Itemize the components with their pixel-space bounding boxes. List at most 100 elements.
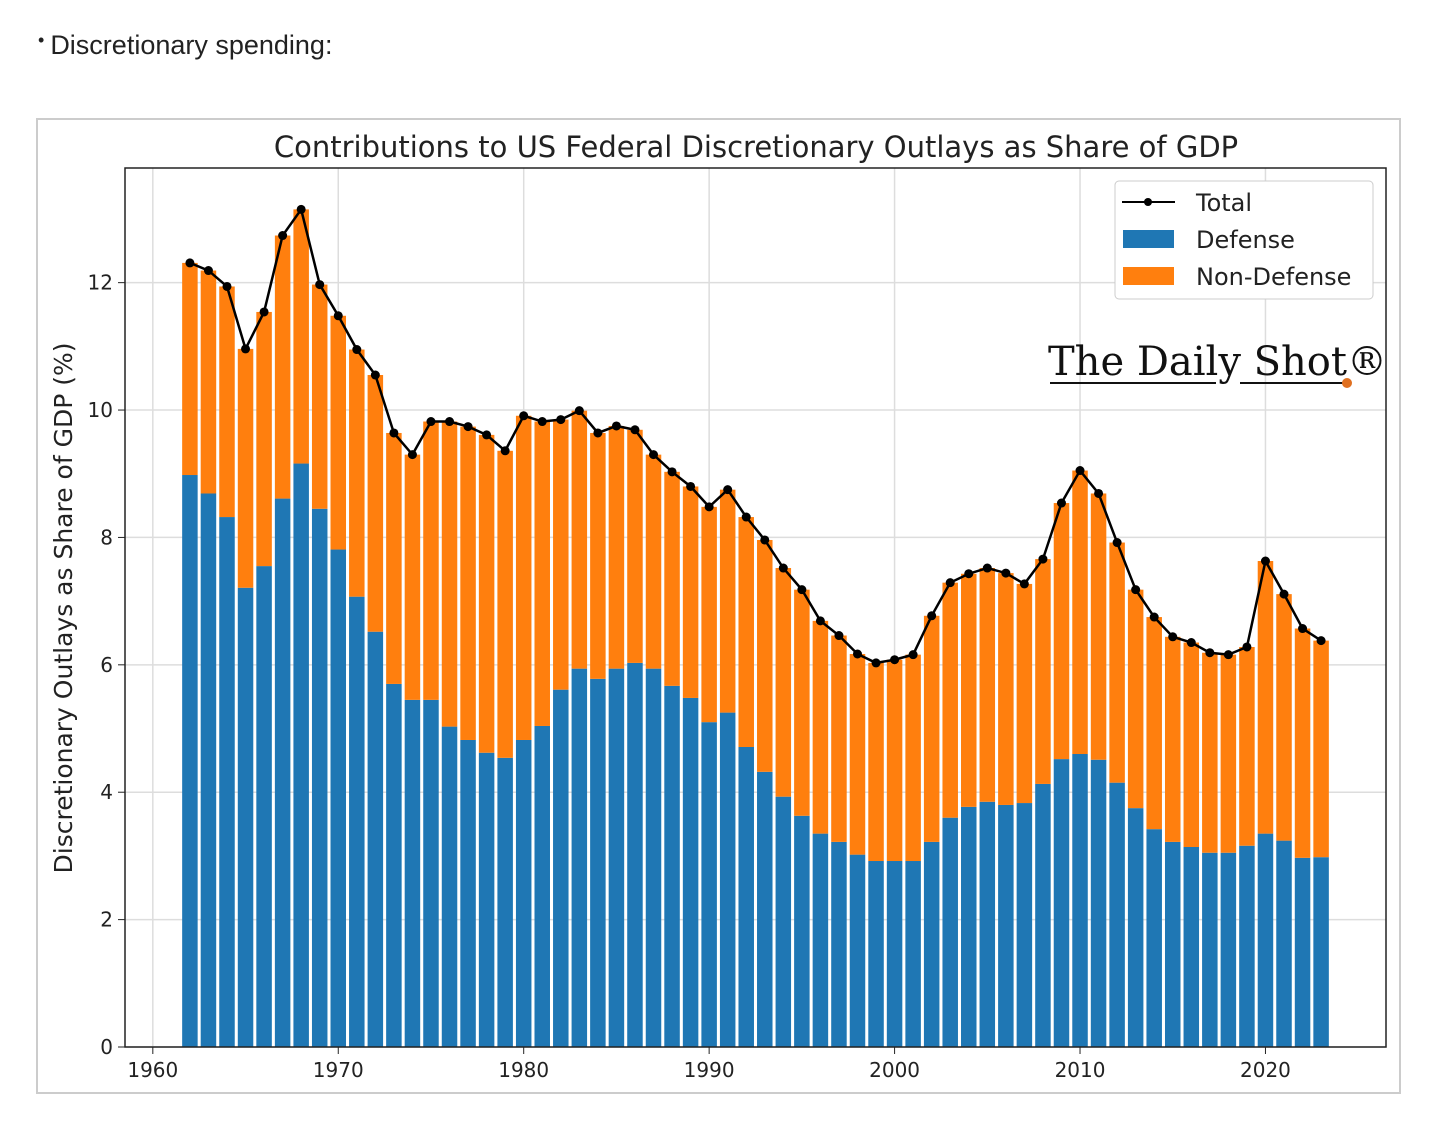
non-defense-bar [738, 517, 754, 747]
defense-bar [423, 699, 439, 1047]
defense-bar [719, 712, 736, 1047]
non-defense-bar [460, 426, 476, 740]
non-defense-bar [645, 454, 662, 669]
defense-bar [1109, 782, 1125, 1047]
total-point [1019, 579, 1029, 589]
total-point [574, 406, 584, 416]
defense-bar [1053, 759, 1070, 1047]
total-point [927, 611, 937, 621]
bullet-text: Discretionary spending: [50, 30, 333, 60]
total-point [1149, 612, 1159, 622]
total-point [1279, 589, 1289, 599]
non-defense-bar [1276, 594, 1292, 841]
total-point [964, 569, 974, 579]
total-point [723, 485, 733, 495]
non-defense-bar [1072, 470, 1088, 754]
defense-bar [330, 549, 347, 1047]
total-point [389, 428, 399, 438]
total-point [815, 616, 825, 626]
non-defense-bar [1164, 636, 1181, 842]
defense-bar [182, 475, 198, 1047]
total-point [500, 446, 510, 456]
defense-bar [200, 493, 217, 1048]
non-defense-bar [534, 421, 550, 726]
bullet-dot: • [38, 30, 45, 50]
non-defense-bar [182, 262, 198, 476]
non-defense-bar [979, 568, 996, 802]
non-defense-bar [386, 432, 402, 684]
defense-bar [553, 689, 569, 1047]
defense-bar [757, 771, 773, 1047]
non-defense-bar [349, 349, 365, 597]
non-defense-bar [441, 421, 458, 727]
non-defense-bar [330, 315, 347, 550]
defense-bar [812, 833, 829, 1047]
defense-bar [460, 739, 476, 1047]
non-defense-bar [571, 410, 588, 669]
total-point [982, 563, 992, 573]
svg-text:The Daily Shot®: The Daily Shot® [1048, 339, 1387, 385]
non-defense-bar [719, 489, 736, 713]
total-point [611, 421, 621, 431]
total-point [1298, 624, 1308, 634]
total-point [370, 370, 380, 380]
total-point [296, 204, 306, 214]
defense-bar [497, 757, 513, 1047]
total-point [1094, 488, 1104, 498]
total-point [445, 417, 455, 427]
defense-bar [868, 861, 884, 1047]
defense-bar [664, 685, 680, 1047]
non-defense-bar [998, 573, 1014, 805]
x-tick-label: 1990 [684, 1058, 735, 1082]
total-point [203, 266, 213, 276]
defense-bar [923, 841, 940, 1047]
plot-area [124, 167, 1387, 1048]
x-tick-label: 1980 [498, 1058, 549, 1082]
defense-bar [627, 662, 643, 1047]
non-defense-bar [1053, 503, 1070, 760]
total-point [352, 345, 362, 355]
y-tick-label: 10 [88, 398, 113, 422]
defense-bar [979, 801, 996, 1047]
defense-bar [1239, 845, 1255, 1047]
defense-bar [849, 854, 866, 1047]
non-defense-bar [664, 471, 680, 686]
defense-bar [1276, 840, 1292, 1047]
non-defense-bar [961, 573, 977, 807]
non-defense-bar [256, 311, 272, 567]
defense-bar [478, 752, 495, 1047]
defense-bar [794, 815, 810, 1047]
defense-bar [831, 841, 847, 1047]
non-defense-bar [608, 425, 625, 669]
non-defense-bar [1257, 561, 1274, 834]
non-defense-bar [775, 568, 792, 797]
defense-bar [237, 587, 254, 1047]
defense-bar [311, 508, 328, 1047]
total-point [649, 450, 659, 460]
defense-bar [534, 725, 550, 1047]
defense-bar [404, 699, 421, 1047]
defense-bar [1127, 808, 1144, 1047]
legend-total-marker [1144, 198, 1152, 206]
non-defense-bar [1239, 646, 1255, 846]
non-defense-bar [831, 635, 847, 842]
total-point [945, 578, 955, 588]
total-point [1316, 636, 1326, 646]
legend-defense-label: Defense [1196, 226, 1295, 254]
non-defense-bar [497, 450, 513, 758]
defense-bar [942, 817, 958, 1047]
defense-bar [608, 668, 625, 1047]
total-point [463, 422, 473, 432]
defense-bar [1313, 857, 1329, 1047]
defense-bar [441, 726, 458, 1047]
non-defense-bar [274, 235, 291, 499]
defense-bar [256, 566, 272, 1047]
total-point [667, 467, 677, 477]
total-point [407, 450, 417, 460]
defense-bar [590, 678, 606, 1047]
chart-title: Contributions to US Federal Discretionar… [274, 130, 1238, 164]
defense-bar [1072, 754, 1088, 1047]
non-defense-bar [905, 654, 921, 862]
defense-bar [775, 796, 792, 1047]
x-tick-label: 1970 [313, 1058, 364, 1082]
